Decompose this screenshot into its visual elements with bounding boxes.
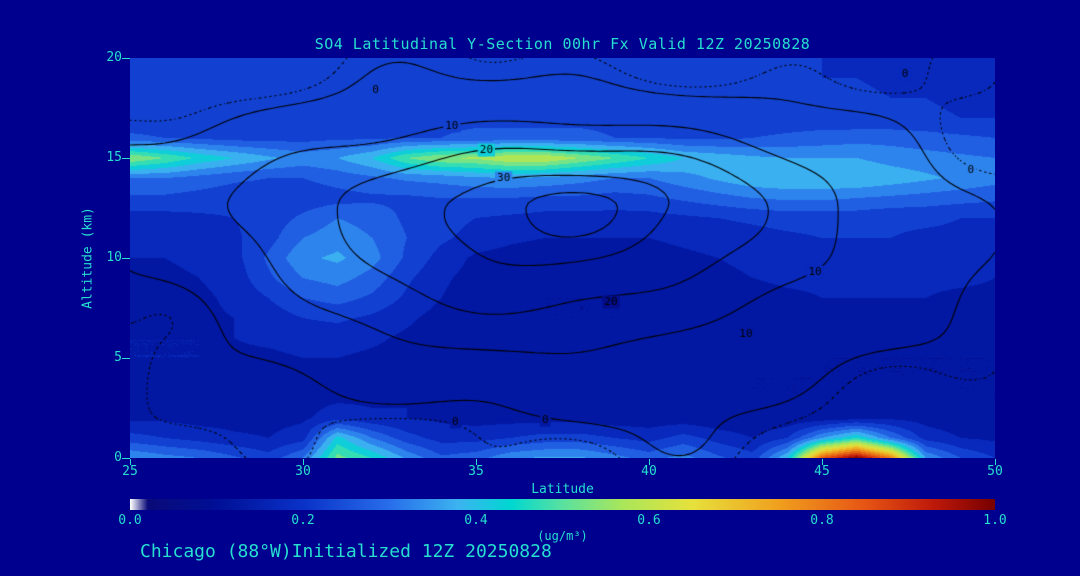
- y-tick-label: 0: [114, 450, 122, 465]
- x-tick-label: 50: [987, 464, 1003, 479]
- heatmap-contour-canvas: [130, 58, 995, 458]
- x-tick-mark: [303, 459, 304, 465]
- colorbar: [130, 499, 995, 510]
- y-tick-label: 5: [114, 350, 122, 365]
- y-tick-label: 10: [106, 250, 122, 265]
- colorbar-units-label: (ug/m³): [537, 529, 588, 543]
- x-tick-mark: [130, 459, 131, 465]
- x-axis-label: Latitude: [531, 482, 594, 497]
- y-tick-label: 15: [106, 150, 122, 165]
- colorbar-tick-label: 0.6: [637, 513, 661, 528]
- footer-run-info: Chicago (88°W)Initialized 12Z 20250828: [140, 541, 552, 562]
- x-tick-mark: [476, 459, 477, 465]
- colorbar-tick-label: 0.0: [118, 513, 142, 528]
- colorbar-tick-label: 0.8: [810, 513, 834, 528]
- x-tick-mark: [649, 459, 650, 465]
- x-tick-label: 40: [641, 464, 657, 479]
- x-tick-label: 25: [122, 464, 138, 479]
- x-tick-label: 35: [468, 464, 484, 479]
- y-tick-mark: [122, 258, 130, 259]
- x-tick-label: 30: [295, 464, 311, 479]
- y-tick-mark: [122, 158, 130, 159]
- x-tick-mark: [822, 459, 823, 465]
- y-tick-label: 20: [106, 50, 122, 65]
- y-tick-mark: [122, 458, 130, 459]
- x-tick-label: 45: [814, 464, 830, 479]
- colorbar-tick-label: 1.0: [983, 513, 1007, 528]
- colorbar-tick-label: 0.2: [291, 513, 315, 528]
- x-tick-mark: [995, 459, 996, 465]
- colorbar-tick-label: 0.4: [464, 513, 488, 528]
- plot-title: SO4 Latitudinal Y-Section 00hr Fx Valid …: [314, 35, 811, 53]
- y-tick-mark: [122, 358, 130, 359]
- y-tick-mark: [122, 58, 130, 59]
